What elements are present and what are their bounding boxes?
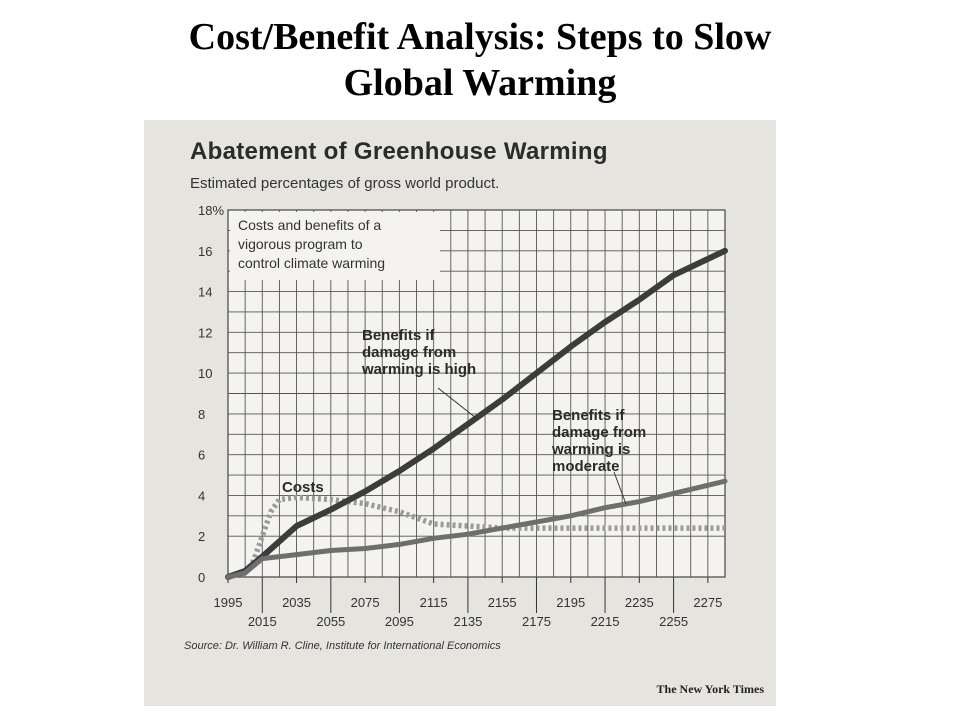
slide-title-line-2: Global Warming <box>343 62 617 104</box>
legend-box-line: Costs and benefits of a <box>238 217 381 233</box>
publisher-credit: The New York Times <box>656 682 764 696</box>
chart-title: Abatement of Greenhouse Warming <box>190 138 608 165</box>
y-tick-label: 14 <box>198 285 212 300</box>
line-chart: 0 2 4 6 8 10 12 14 16 18% 1995 2035 2075 2115 2155 2195… <box>198 203 728 629</box>
x-tick-label: 2275 <box>693 595 722 610</box>
series-label-line: damage from <box>362 344 456 361</box>
legend-box-line: vigorous program to <box>238 236 363 252</box>
x-tick-label: 1995 <box>214 595 243 610</box>
x-tick-label: 2075 <box>351 595 380 610</box>
x-tick-label: 2255 <box>659 614 688 629</box>
x-tick-label: 2135 <box>453 614 482 629</box>
series-label-line: Benefits if <box>552 407 626 424</box>
series-line-0 <box>227 494 725 580</box>
series-label-0: Costs <box>282 479 324 496</box>
x-tick-label: 2235 <box>625 595 654 610</box>
series-label-line: Benefits if <box>362 327 436 344</box>
y-tick-label: 0 <box>198 570 205 585</box>
slide-title: Cost/Benefit Analysis: Steps to Slow Glo… <box>0 14 960 106</box>
y-tick-label: 10 <box>198 366 212 381</box>
chart-subtitle: Estimated percentages of gross world pro… <box>190 175 500 192</box>
y-tick-label: 18% <box>198 203 224 218</box>
x-tick-label: 2175 <box>522 614 551 629</box>
y-tick-label: 12 <box>198 325 212 340</box>
leader-line <box>613 471 627 505</box>
slide-title-line-1: Cost/Benefit Analysis: Steps to Slow <box>188 16 772 58</box>
x-tick-label: 2155 <box>488 595 517 610</box>
y-tick-label: 2 <box>198 529 205 544</box>
series-label-line: warming is <box>551 441 630 458</box>
grid-lines <box>228 210 725 577</box>
x-tick-label: 2055 <box>316 614 345 629</box>
x-tick-label: 2195 <box>556 595 585 610</box>
y-tick-label: 4 <box>198 488 205 503</box>
x-tick-label: 2015 <box>248 614 277 629</box>
leader-line <box>437 387 477 419</box>
series-label-line: damage from <box>552 424 646 441</box>
series-label-line: Costs <box>282 479 324 496</box>
source-note: Source: Dr. William R. Cline, Institute … <box>184 640 501 652</box>
series-line-2 <box>225 478 728 580</box>
x-tick-label: 2035 <box>282 595 311 610</box>
legend-box-line: control climate warming <box>238 255 385 271</box>
series-label-line: moderate <box>552 458 620 475</box>
legend-box-bg <box>230 212 440 280</box>
series-label-line: warming is high <box>361 361 476 378</box>
x-tick-label: 2095 <box>385 614 414 629</box>
x-tick-label: 2115 <box>420 595 448 610</box>
y-tick-label: 6 <box>198 448 205 463</box>
y-tick-label: 16 <box>198 244 212 259</box>
series-line-1 <box>225 247 728 580</box>
newspaper-clipping: Abatement of Greenhouse Warming Estimate… <box>144 120 776 706</box>
y-tick-label: 8 <box>198 407 205 422</box>
x-tick-label: 2215 <box>591 614 620 629</box>
